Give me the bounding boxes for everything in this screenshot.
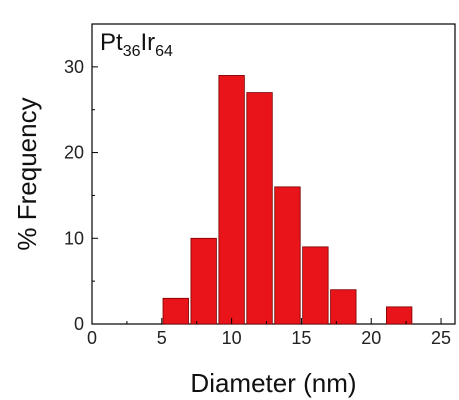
y-axis-ticks: 0 10 20 30 xyxy=(64,57,98,334)
x-tick-label: 10 xyxy=(222,328,242,348)
bar-10 xyxy=(218,75,245,325)
x-tick-label: 0 xyxy=(87,328,97,348)
plot-frame xyxy=(91,23,456,325)
bar-22 xyxy=(385,306,413,325)
y-tick-label: 10 xyxy=(64,228,84,248)
bar-18 xyxy=(330,289,357,325)
bars-group xyxy=(162,75,413,325)
title-subscript-1: 36 xyxy=(123,43,141,60)
x-tick-label: 15 xyxy=(291,328,311,348)
bar-14 xyxy=(274,186,301,325)
y-tick-label: 20 xyxy=(64,143,84,163)
y-tick-label: 30 xyxy=(64,57,84,77)
title-part-2: Ir xyxy=(140,29,155,56)
bar-8 xyxy=(190,237,217,325)
y-axis-title: % Frequency xyxy=(12,97,42,250)
x-tick-label: 20 xyxy=(361,328,381,348)
x-tick-label: 25 xyxy=(431,328,451,348)
y-tick-label: 0 xyxy=(74,314,84,334)
title-part-1: Pt xyxy=(100,29,123,56)
bar-12 xyxy=(246,92,273,325)
x-axis-title: Diameter (nm) xyxy=(190,368,356,398)
x-axis-ticks: 0 5 10 15 20 25 xyxy=(87,318,451,348)
x-tick-label: 5 xyxy=(157,328,167,348)
title-subscript-2: 64 xyxy=(155,43,173,60)
chart-title: Pt36Ir64 xyxy=(100,29,173,60)
bar-16 xyxy=(302,246,329,325)
plot-area: 0 5 10 15 20 25 0 10 20 30 xyxy=(64,23,456,348)
bar-6 xyxy=(162,297,189,325)
